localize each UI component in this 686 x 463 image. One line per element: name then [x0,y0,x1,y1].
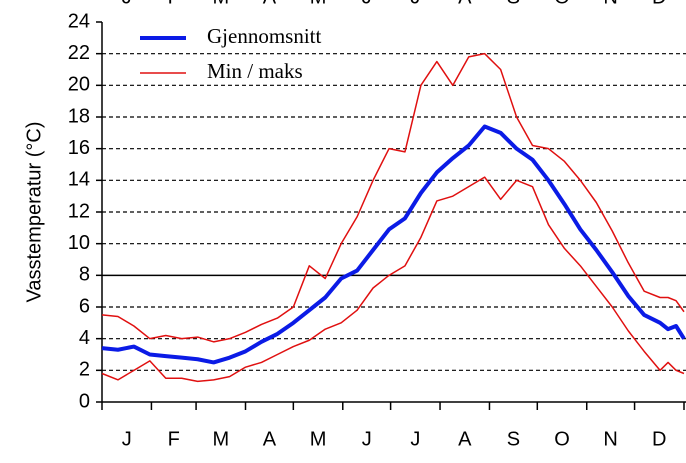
y-tick-label: 0 [79,390,90,412]
month-label-top: J [410,0,420,8]
legend-label: Min / maks [207,59,303,83]
month-label: F [168,428,180,450]
y-tick-label: 6 [79,295,90,317]
month-label: A [458,428,472,450]
month-label-top: N [603,0,617,8]
month-label-top: O [554,0,570,8]
min-line [101,176,685,383]
y-tick-label: 14 [68,169,90,191]
y-tick-label: 18 [68,105,90,127]
y-tick-label: 12 [68,200,90,222]
month-label: S [507,428,520,450]
month-label: M [212,428,229,450]
month-label: D [652,428,666,450]
month-label-top: A [458,0,472,8]
month-label: O [554,428,570,450]
month-label-top: S [507,0,520,8]
y-tick-label: 20 [68,74,90,96]
y-tick-label: 4 [79,327,90,349]
month-label-top: J [122,0,132,8]
month-label: J [122,428,132,450]
legend-label: Gjennomsnitt [207,24,321,48]
y-tick-label: 10 [68,232,90,254]
y-axis-label: Vasstemperatur (°C) [23,121,45,302]
month-label-top: M [212,0,229,8]
month-label-top: A [263,0,277,8]
y-tick-label: 24 [68,10,90,32]
month-label: N [603,428,617,450]
y-tick-label: 2 [79,359,90,381]
month-label-top: F [168,0,180,8]
y-tick-label: 16 [68,137,90,159]
month-label: J [362,428,372,450]
mean-line [101,124,686,365]
month-label-top: J [362,0,372,8]
month-label-top: D [652,0,666,8]
month-label: A [263,428,277,450]
max-line [101,52,685,343]
month-label: M [310,428,327,450]
y-tick-label: 22 [68,42,90,64]
y-tick-label: 8 [79,264,90,286]
month-label-top: M [310,0,327,8]
month-label: J [410,428,420,450]
